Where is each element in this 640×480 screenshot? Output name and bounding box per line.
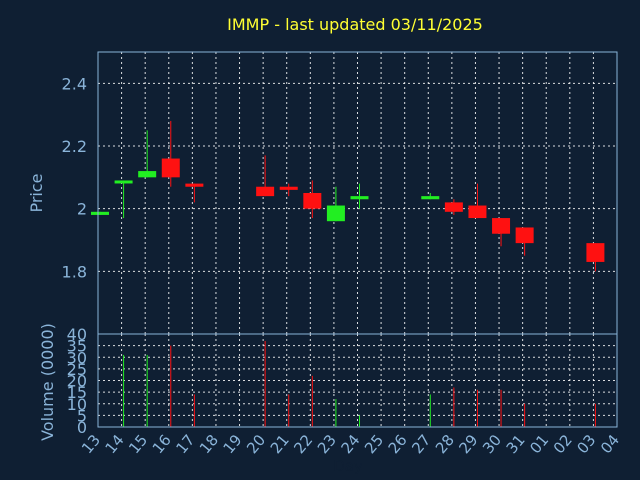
day-tick-label: 15	[125, 431, 151, 457]
day-tick-label: 22	[290, 431, 316, 457]
day-tick-label: 25	[361, 431, 387, 457]
candle	[114, 180, 133, 219]
day-tick-label: 19	[220, 431, 246, 457]
day-tick-label: 14	[102, 431, 128, 457]
candle-body	[185, 183, 204, 187]
candle-body	[114, 180, 133, 184]
day-axis: 1314151617181920212223242526272829303101…	[78, 431, 623, 457]
price-axis-label: Price	[27, 173, 46, 212]
candle	[303, 180, 322, 219]
candle-body	[421, 196, 440, 200]
chart-title: IMMP - last updated 03/11/2025	[227, 15, 483, 34]
day-tick-label: 23	[314, 431, 340, 457]
candle	[515, 227, 534, 256]
volume-tick-label: 0	[77, 418, 87, 437]
price-tick-label: 2	[77, 200, 87, 219]
day-tick-label: 24	[338, 431, 364, 457]
day-tick-label: 20	[243, 431, 269, 457]
day-tick-label: 29	[455, 431, 481, 457]
price-tick-label: 1.8	[62, 262, 87, 281]
candle-body	[303, 193, 322, 209]
volume-tick-label: 5	[77, 406, 87, 425]
day-axis-label: Day	[333, 457, 363, 475]
volume-grid	[98, 333, 617, 428]
volume-series	[123, 340, 596, 427]
candle	[350, 183, 369, 209]
candle-body	[161, 158, 180, 178]
day-tick-label: 31	[503, 431, 529, 457]
candle	[492, 218, 511, 247]
candle	[468, 183, 487, 219]
candle-body	[91, 211, 109, 215]
price-tick-label: 2.2	[62, 137, 87, 156]
candle-body	[138, 171, 157, 178]
candle	[586, 243, 605, 272]
day-tick-label: 18	[196, 431, 222, 457]
day-tick-label: 01	[526, 431, 552, 457]
candle	[138, 130, 157, 178]
volume-tick-label: 10	[67, 395, 87, 414]
candle	[161, 120, 180, 187]
volume-axis-label: Volume (0000)	[38, 323, 57, 441]
volume-tick-label: 30	[67, 348, 87, 367]
day-tick-label: 27	[408, 431, 434, 457]
day-tick-label: 21	[267, 431, 293, 457]
candle	[326, 186, 345, 222]
candle-body	[515, 227, 534, 244]
price-grid	[98, 52, 617, 334]
volume-tick-label: 20	[67, 372, 87, 391]
candle-body	[444, 202, 463, 212]
candle-body	[326, 205, 345, 222]
price-tick-label: 2.4	[62, 74, 87, 93]
candle-body	[350, 196, 369, 200]
volume-tick-label: 15	[67, 383, 87, 402]
candle-body	[492, 218, 511, 234]
candle	[444, 199, 463, 215]
candle-body	[586, 243, 605, 262]
candle	[421, 193, 440, 200]
candle-body	[468, 205, 487, 219]
candle-body	[256, 186, 275, 197]
candle	[185, 183, 204, 203]
candlestick-series	[91, 120, 605, 272]
candle-body	[279, 186, 298, 190]
price-axis: 1.8 2 2.2 2.4	[62, 74, 87, 281]
candle	[256, 155, 275, 197]
volume-tick-label: 40	[67, 325, 87, 344]
volume-tick-label: 35	[67, 337, 87, 356]
day-tick-label: 26	[385, 431, 411, 457]
day-tick-label: 17	[172, 431, 198, 457]
day-tick-label: 16	[149, 431, 175, 457]
day-tick-label: 02	[550, 431, 576, 457]
day-tick-label: 28	[432, 431, 458, 457]
day-tick-label: 04	[597, 431, 623, 457]
candle	[279, 183, 298, 197]
day-tick-label: 30	[479, 431, 505, 457]
volume-plot-frame	[97, 333, 618, 428]
volume-tick-label: 25	[67, 360, 87, 379]
day-tick-label: 03	[573, 431, 599, 457]
candle	[91, 211, 109, 215]
